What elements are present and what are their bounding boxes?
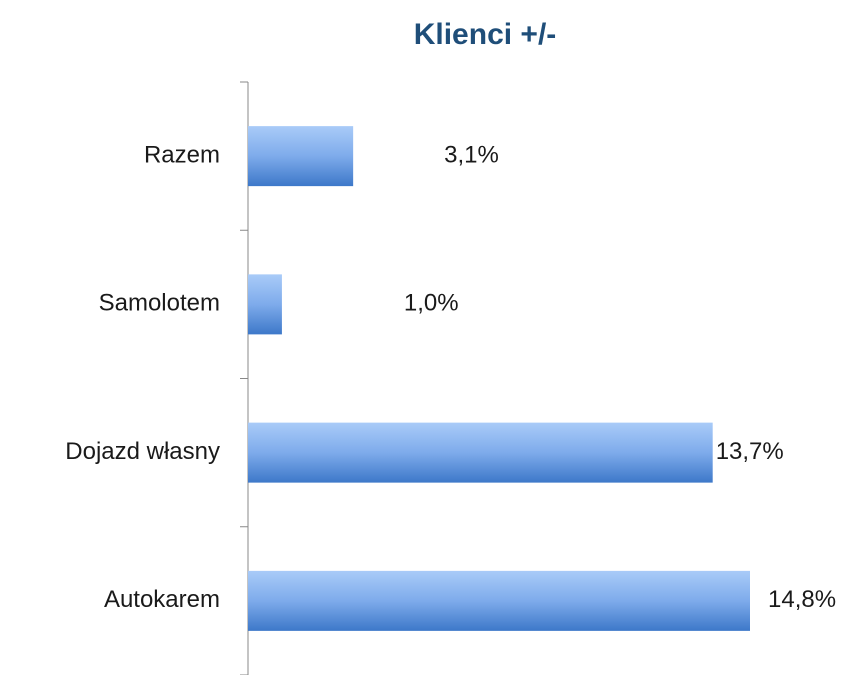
category-label: Dojazd własny [65, 438, 220, 465]
category-label: Razem [144, 141, 220, 168]
bar [248, 126, 354, 187]
value-label: 1,0% [404, 290, 459, 317]
category-label: Autokarem [104, 586, 220, 613]
bar [248, 570, 750, 631]
value-label: 3,1% [444, 141, 499, 168]
bar [248, 422, 713, 483]
value-label: 14,8% [768, 586, 836, 613]
bar [248, 274, 282, 335]
value-label: 13,7% [716, 438, 784, 465]
chart-title: Klienci +/- [414, 18, 557, 51]
category-label: Samolotem [99, 290, 220, 317]
